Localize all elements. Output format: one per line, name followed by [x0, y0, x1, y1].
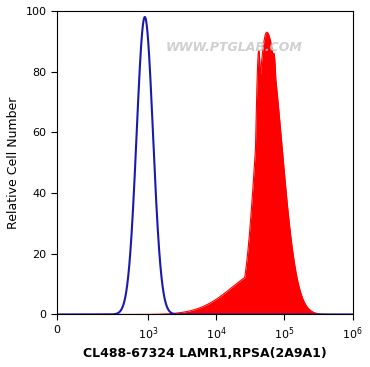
Text: WWW.PTGLAB.COM: WWW.PTGLAB.COM — [166, 41, 303, 54]
Y-axis label: Relative Cell Number: Relative Cell Number — [7, 97, 20, 229]
X-axis label: CL488-67324 LAMR1,RPSA(2A9A1): CL488-67324 LAMR1,RPSA(2A9A1) — [83, 347, 327, 360]
